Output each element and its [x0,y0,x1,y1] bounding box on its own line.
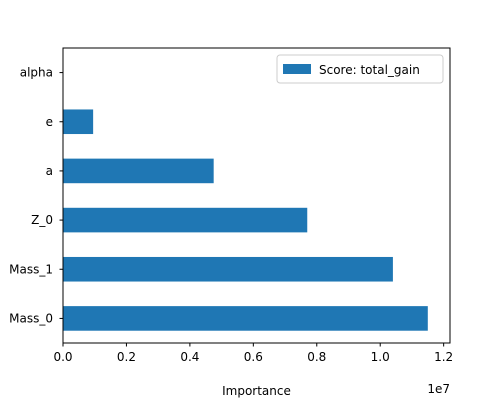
bars-layer [63,109,428,331]
x-axis: 0.0 0.2 0.4 0.6 0.8 1.0 1.2 [53,343,453,364]
x-axis-label: Importance [222,384,291,398]
legend-box [276,54,444,84]
y-tick-label: alpha [20,66,53,80]
legend-label: Score: total_gain [319,63,420,77]
bar-z-0 [63,207,308,233]
y-tick-label: Mass_0 [9,311,53,325]
bar-a [63,158,214,184]
bar-mass-0 [63,306,428,331]
x-tick-label: 1.2 [434,350,453,364]
bar-mass-1 [63,256,393,282]
y-tick-label: Mass_1 [9,262,53,276]
x-axis-scale-label: 1e7 [427,382,450,396]
y-axis: Mass_0 Mass_1 Z_0 a e alpha [9,66,63,325]
x-tick-label: 0.4 [180,350,199,364]
legend-swatch [283,64,311,74]
y-tick-label: e [46,115,53,129]
x-tick-label: 0.0 [53,350,72,364]
y-tick-label: Z_0 [31,213,53,227]
x-tick-label: 1.0 [371,350,390,364]
x-tick-label: 0.6 [244,350,263,364]
x-tick-label: 0.8 [307,350,326,364]
x-tick-label: 0.2 [117,350,136,364]
bar-e [63,109,94,135]
y-tick-label: a [46,164,53,178]
legend: Score: total_gain [276,54,444,84]
plot-frame [62,47,451,344]
